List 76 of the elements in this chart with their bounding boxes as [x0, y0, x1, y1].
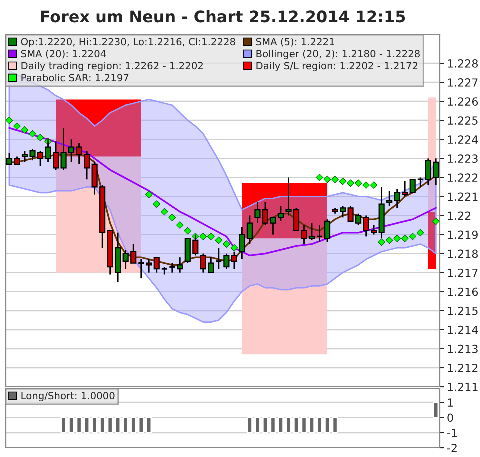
candlestick: [146, 258, 152, 274]
point: [14, 122, 21, 130]
y-tick-label: 1.218: [448, 250, 478, 258]
candlestick: [410, 179, 416, 194]
point: [401, 234, 409, 242]
point: [168, 214, 176, 222]
point: [316, 174, 324, 182]
candlestick: [138, 258, 145, 280]
point: [223, 240, 230, 248]
chart-title: Forex um Neun - Chart 25.12.2014 12:15: [41, 10, 406, 23]
point: [6, 116, 14, 124]
point: [378, 238, 386, 246]
point: [184, 227, 192, 235]
y-tick-label: -2: [447, 444, 457, 452]
point: [160, 208, 168, 216]
legend-label: Daily trading region: 1.2262 - 1.2202: [22, 62, 203, 72]
y-tick-label: 1.215: [448, 306, 478, 316]
point: [324, 176, 332, 184]
point: [153, 200, 161, 208]
point: [354, 180, 362, 188]
candlestick: [168, 262, 176, 274]
point: [386, 236, 394, 244]
candlestick: [324, 218, 331, 244]
line-series: [8, 127, 437, 257]
y-tick-label: 1.225: [448, 116, 478, 125]
y-tick-label: -1: [447, 428, 457, 438]
candlestick: [417, 177, 424, 188]
point: [207, 233, 215, 240]
point: [347, 180, 354, 188]
y-tick-label: 1.22: [448, 212, 471, 220]
point: [332, 176, 339, 184]
point: [394, 234, 402, 242]
y-tick-label: 1.228: [448, 60, 478, 68]
y-tick-label: 1.227: [448, 78, 478, 87]
y-tick-label: 1.214: [448, 326, 478, 334]
legend-label: Long/Short: 1.0000: [22, 392, 115, 402]
point: [145, 191, 153, 199]
legend-label: Op:1.2220, Hi:1.2230, Lo:1.2216, Cl:1.2228: [21, 38, 236, 48]
y-tick-label: 1.216: [448, 288, 478, 296]
legend-label: Parabolic SAR: 1.2197: [22, 74, 129, 82]
candlestick: [177, 256, 184, 274]
point: [176, 222, 184, 229]
point: [36, 134, 44, 142]
point: [21, 126, 29, 134]
y-tick-label: 1: [448, 398, 453, 407]
legend-label: SMA (5): 1.2221: [256, 38, 334, 47]
y-tick-label: 1.211: [448, 382, 478, 392]
point: [200, 233, 208, 240]
point: [409, 233, 417, 240]
point: [416, 229, 424, 237]
y-tick-label: 1.224: [448, 136, 478, 144]
candlestick: [386, 190, 393, 207]
legend-label: Daily S/L region: 1.2202 - 1.2172: [256, 62, 418, 72]
point: [29, 130, 36, 138]
candlestick: [316, 224, 324, 244]
point: [432, 218, 440, 226]
point: [370, 182, 378, 189]
candlestick: [215, 247, 222, 270]
legend-label: Bollinger (20, 2): 1.2180 - 1.2228: [256, 50, 420, 60]
candlestick: [154, 256, 160, 274]
y-tick-label: 1.219: [448, 230, 478, 240]
y-tick-label: 1.212: [448, 364, 478, 372]
y-tick-label: 1.221: [448, 192, 478, 201]
point: [215, 236, 223, 244]
y-tick-label: 1.222: [448, 174, 478, 182]
y-tick-label: 1.217: [448, 268, 478, 278]
y-tick-label: 1.223: [448, 154, 478, 164]
point: [362, 182, 370, 189]
y-tick-label: 1.226: [448, 98, 478, 106]
y-tick-label: 1.213: [448, 344, 478, 354]
y-tick-label: 0: [448, 414, 454, 422]
legend-label: SMA (20): 1.2204: [21, 50, 106, 59]
point: [230, 244, 238, 252]
point: [339, 178, 347, 186]
candlestick: [224, 253, 230, 270]
candlestick: [246, 215, 253, 245]
